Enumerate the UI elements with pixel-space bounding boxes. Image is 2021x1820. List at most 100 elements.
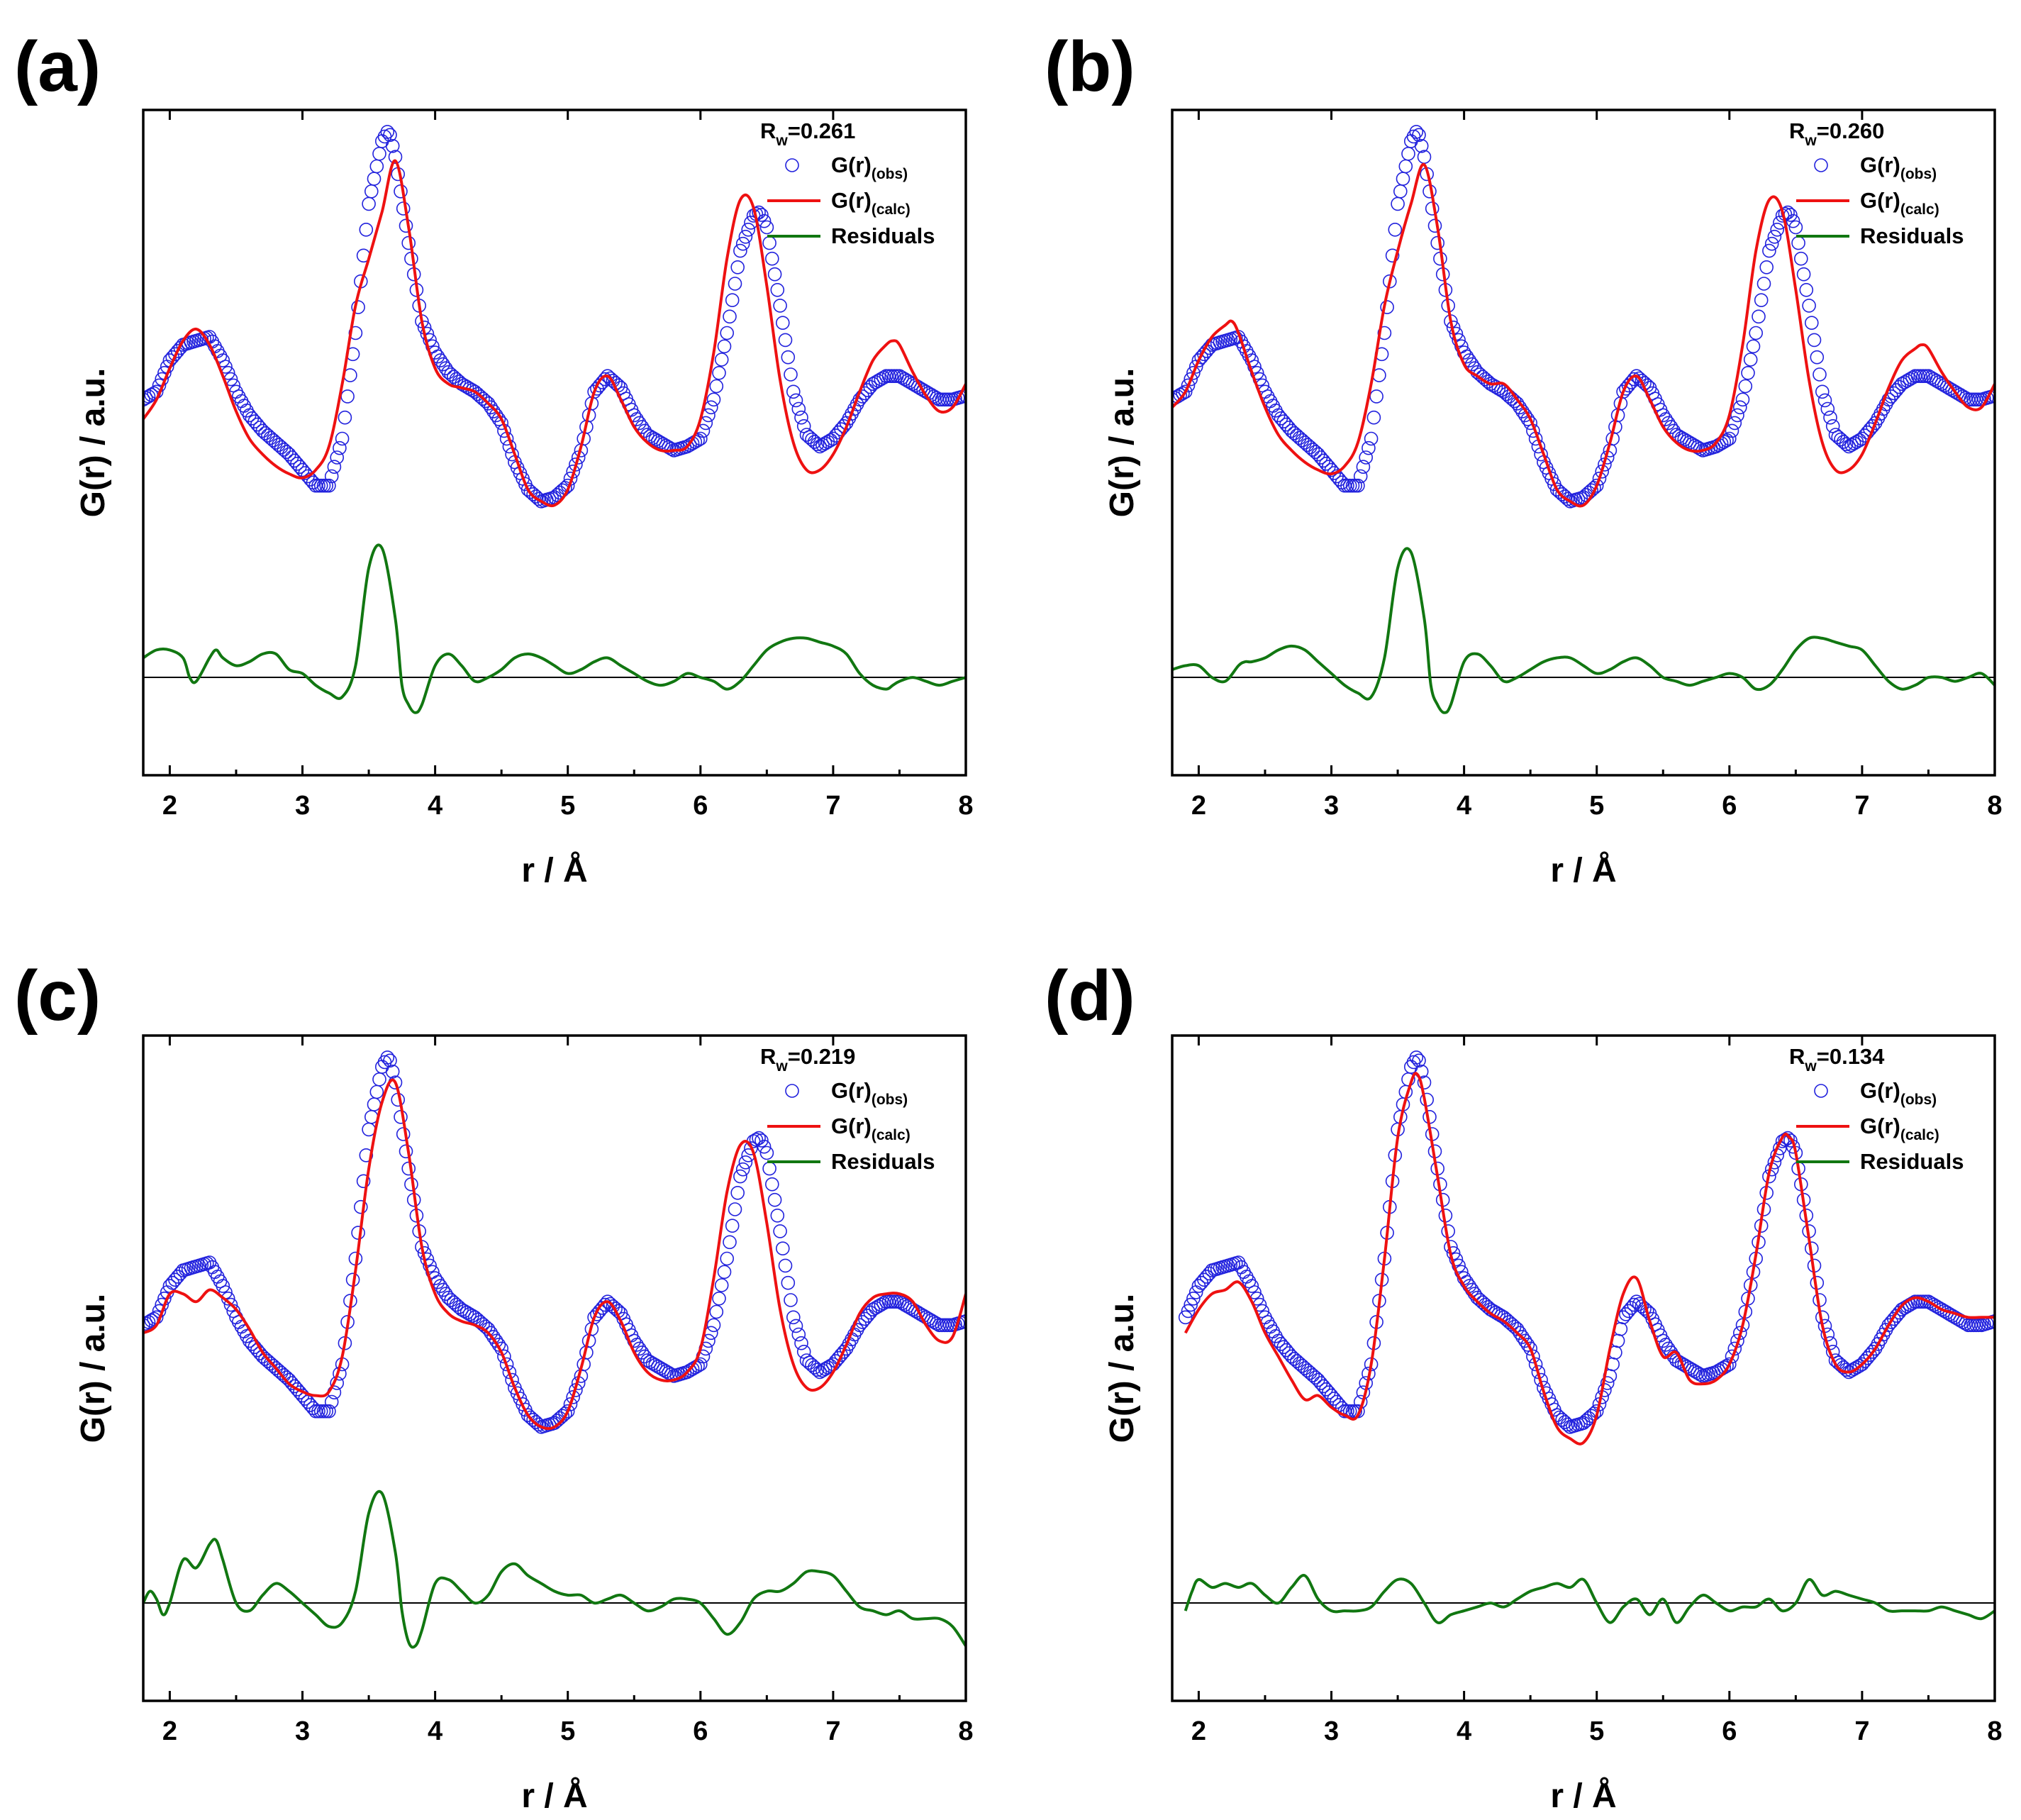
obs-point bbox=[210, 1270, 225, 1284]
legend-sub: (obs) bbox=[1900, 166, 1937, 182]
obs-point bbox=[1245, 1279, 1259, 1293]
obs-point bbox=[1767, 229, 1782, 244]
obs-point bbox=[1178, 1310, 1193, 1325]
obs-point bbox=[837, 1345, 851, 1359]
series-resid-line bbox=[143, 1489, 966, 1649]
obs-point bbox=[1555, 487, 1569, 501]
obs-point bbox=[1425, 201, 1440, 216]
panel-label: (b) bbox=[1045, 27, 1135, 106]
obs-point bbox=[1295, 433, 1310, 448]
obs-point bbox=[1417, 1075, 1432, 1089]
obs-point bbox=[703, 1326, 718, 1341]
obs-point bbox=[1380, 300, 1394, 314]
legend: G(r)(obs)G(r)(calc)Residuals bbox=[1796, 1078, 1964, 1174]
obs-point bbox=[1515, 1330, 1530, 1344]
y-axis-title: G(r) / a.u. bbox=[1103, 1294, 1141, 1443]
obs-point bbox=[1305, 1368, 1320, 1382]
obs-point bbox=[723, 1235, 737, 1250]
obs-point bbox=[351, 1226, 365, 1240]
obs-point bbox=[823, 433, 837, 448]
obs-point bbox=[441, 1290, 456, 1305]
obs-point bbox=[1722, 1357, 1737, 1372]
obs-point bbox=[1414, 139, 1429, 153]
rw-annotation: Rw=0.134 bbox=[1789, 1044, 1885, 1075]
obs-point bbox=[1825, 418, 1840, 433]
obs-point bbox=[143, 392, 150, 407]
obs-point bbox=[728, 277, 742, 291]
obs-point bbox=[335, 431, 350, 446]
legend-sub: (calc) bbox=[872, 1127, 911, 1143]
obs-point bbox=[1560, 492, 1575, 506]
legend-label-resid: Residuals bbox=[1860, 1149, 1964, 1174]
obs-point bbox=[489, 408, 503, 423]
obs-point bbox=[1290, 1354, 1304, 1368]
obs-point bbox=[1743, 353, 1758, 367]
obs-point bbox=[1805, 316, 1819, 331]
obs-point bbox=[423, 333, 437, 348]
rw-value: =0.261 bbox=[788, 118, 856, 143]
obs-point bbox=[444, 1293, 458, 1307]
obs-point bbox=[1292, 1356, 1307, 1371]
x-tick-label: 3 bbox=[295, 1716, 310, 1746]
rw-subscript: w bbox=[775, 1058, 788, 1075]
obs-point bbox=[385, 1065, 400, 1079]
obs-point bbox=[372, 147, 386, 161]
obs-point bbox=[528, 489, 543, 504]
obs-point bbox=[526, 487, 540, 501]
obs-point bbox=[497, 1349, 511, 1364]
x-tick-label: 6 bbox=[1722, 1716, 1737, 1746]
obs-point bbox=[274, 440, 289, 455]
obs-point bbox=[600, 369, 615, 384]
legend-main: G(r) bbox=[1860, 1078, 1900, 1103]
rw-value: =0.260 bbox=[1817, 118, 1885, 143]
obs-point bbox=[717, 339, 732, 354]
obs-point bbox=[359, 1148, 374, 1163]
obs-point bbox=[794, 1336, 808, 1350]
obs-point bbox=[380, 125, 395, 139]
obs-point bbox=[1505, 1317, 1519, 1331]
x-tick-label: 4 bbox=[428, 1716, 442, 1746]
obs-point bbox=[234, 394, 249, 409]
obs-point bbox=[1749, 326, 1763, 340]
obs-point bbox=[367, 172, 382, 186]
series-calc-line bbox=[143, 159, 966, 508]
rw-label: R bbox=[760, 118, 776, 143]
obs-point bbox=[435, 1282, 450, 1297]
obs-point bbox=[1184, 372, 1198, 387]
obs-point bbox=[484, 1326, 499, 1341]
obs-point bbox=[773, 299, 787, 313]
obs-point bbox=[433, 353, 447, 367]
obs-point bbox=[1722, 431, 1737, 446]
obs-point bbox=[1725, 423, 1739, 438]
obs-point bbox=[1393, 184, 1408, 199]
obs-point bbox=[735, 1162, 750, 1177]
rw-subscript: w bbox=[1804, 1058, 1817, 1075]
obs-point bbox=[444, 367, 458, 382]
obs-point bbox=[274, 1365, 289, 1380]
obs-point bbox=[606, 1299, 620, 1314]
obs-point bbox=[560, 1404, 575, 1419]
rw-annotation: Rw=0.219 bbox=[760, 1044, 855, 1075]
obs-point bbox=[706, 1318, 721, 1333]
obs-point bbox=[231, 389, 246, 404]
legend: G(r)(obs)G(r)(calc)Residuals bbox=[767, 152, 935, 248]
obs-point bbox=[1770, 222, 1784, 237]
obs-point bbox=[266, 1358, 281, 1373]
obs-point bbox=[470, 387, 485, 401]
x-tick-label: 7 bbox=[825, 1716, 840, 1746]
obs-point bbox=[1366, 410, 1381, 425]
obs-point bbox=[279, 445, 294, 460]
obs-point bbox=[1290, 428, 1304, 443]
obs-point bbox=[1828, 428, 1843, 442]
obs-point bbox=[703, 400, 718, 415]
obs-point bbox=[876, 370, 891, 385]
obs-point bbox=[520, 1408, 535, 1422]
legend-label-calc: G(r)(calc) bbox=[1860, 188, 1939, 218]
obs-point bbox=[1693, 1367, 1708, 1382]
obs-point bbox=[714, 1278, 729, 1292]
x-tick-label: 4 bbox=[1457, 791, 1471, 821]
obs-point bbox=[333, 440, 347, 455]
obs-point bbox=[794, 410, 808, 425]
rw-label: R bbox=[1789, 1044, 1805, 1069]
obs-point bbox=[324, 469, 339, 484]
